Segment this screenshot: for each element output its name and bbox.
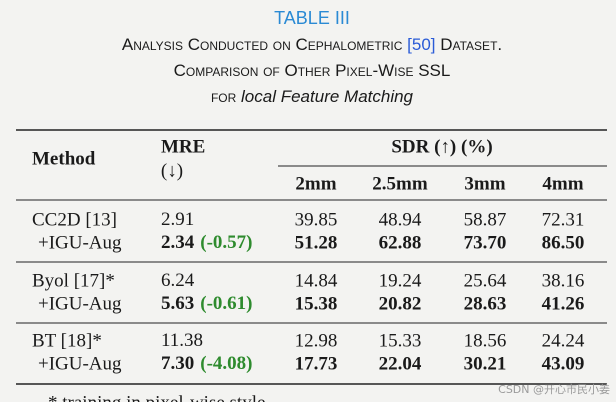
header-sdr: SDR (↑) (%) [391, 136, 492, 157]
mre-value: 7.30 [161, 353, 194, 374]
mre-value: 2.34 [161, 232, 195, 253]
mre-value: 2.91 [161, 209, 194, 230]
sdr-cell: 19.24 [379, 270, 422, 291]
sdr-cell: 15.33 [379, 330, 422, 351]
sdr-cell: 73.70 [464, 232, 507, 253]
mre-cell: 7.30 (-4.08) [161, 353, 252, 374]
caption-segment: for [211, 87, 241, 106]
mre-cell: 2.34 (-0.57) [161, 232, 252, 253]
method-cell: +IGU-Aug [38, 293, 122, 314]
mre-delta: (-0.57) [200, 232, 252, 253]
watermark: CSDN @开心市民小姜 [498, 382, 610, 396]
sdr-cell: 22.04 [379, 353, 422, 374]
sdr-cell: 51.28 [295, 232, 338, 253]
mre-value: 5.63 [161, 293, 194, 314]
sdr-cell: 17.73 [295, 353, 338, 374]
header-threshold: 2mm [295, 173, 336, 194]
mre-delta: (-0.61) [200, 293, 252, 314]
caption-segment: [50] [407, 35, 435, 54]
sdr-cell: 30.21 [464, 353, 507, 374]
mre-cell: 6.24 [161, 270, 195, 291]
header-threshold: 3mm [464, 173, 505, 194]
mre-delta: (-4.08) [200, 353, 252, 374]
sdr-cell: 12.98 [295, 330, 338, 351]
header-mre-direction: (↓) [161, 160, 183, 181]
sdr-cell: 86.50 [542, 232, 585, 253]
table-body: CC2D [13] 2.91 39.85 48.94 58.87 72.31 +IGU-Au… [16, 209, 607, 385]
method-cell: Byol [17]* [32, 270, 115, 291]
sdr-cell: 20.82 [379, 293, 422, 314]
caption-line: Analysis Conducted on Cephalometric [50]… [122, 35, 502, 54]
mre-cell: 11.38 [161, 330, 203, 351]
sdr-cell: 58.87 [464, 209, 507, 230]
header-method: Method [32, 148, 96, 169]
sdr-cell: 43.09 [542, 353, 585, 374]
method-cell: CC2D [13] [32, 209, 117, 230]
caption-segment: Analysis Conducted on Cephalometric [122, 35, 407, 54]
sdr-cell: 24.24 [542, 330, 585, 351]
caption-line: Comparison of Other Pixel-Wise SSL [174, 61, 451, 80]
sdr-cell: 14.84 [295, 270, 338, 291]
sdr-cell: 18.56 [464, 330, 507, 351]
header-threshold: 2.5mm [372, 173, 428, 194]
footnote: * training in pixel-wise style [48, 392, 265, 402]
sdr-cell: 15.38 [295, 293, 338, 314]
sdr-cell: 38.16 [542, 270, 585, 291]
sdr-cell: 72.31 [542, 209, 585, 230]
mre-value: 11.38 [161, 330, 203, 351]
mre-value: 6.24 [161, 270, 195, 291]
method-cell: BT [18]* [32, 330, 102, 351]
method-cell: +IGU-Aug [38, 353, 122, 374]
caption-segment: Comparison of Other Pixel-Wise SSL [174, 61, 451, 80]
header-mre: MRE [161, 136, 205, 157]
caption-line: for local Feature Matching [211, 87, 414, 106]
mre-cell: 5.63 (-0.61) [161, 293, 252, 314]
caption: Analysis Conducted on Cephalometric [50]… [122, 35, 502, 106]
caption-segment: local Feature Matching [241, 87, 414, 106]
method-cell: +IGU-Aug [38, 232, 122, 253]
table-title: TABLE III [274, 8, 350, 28]
sdr-cell: 39.85 [295, 209, 338, 230]
sdr-cell: 25.64 [464, 270, 507, 291]
sdr-cell: 48.94 [379, 209, 422, 230]
caption-segment: Dataset. [436, 35, 503, 54]
sdr-cell: 41.26 [542, 293, 585, 314]
mre-cell: 2.91 [161, 209, 194, 230]
header-threshold: 4mm [542, 173, 583, 194]
sdr-cell: 28.63 [464, 293, 507, 314]
sdr-cell: 62.88 [379, 232, 422, 253]
